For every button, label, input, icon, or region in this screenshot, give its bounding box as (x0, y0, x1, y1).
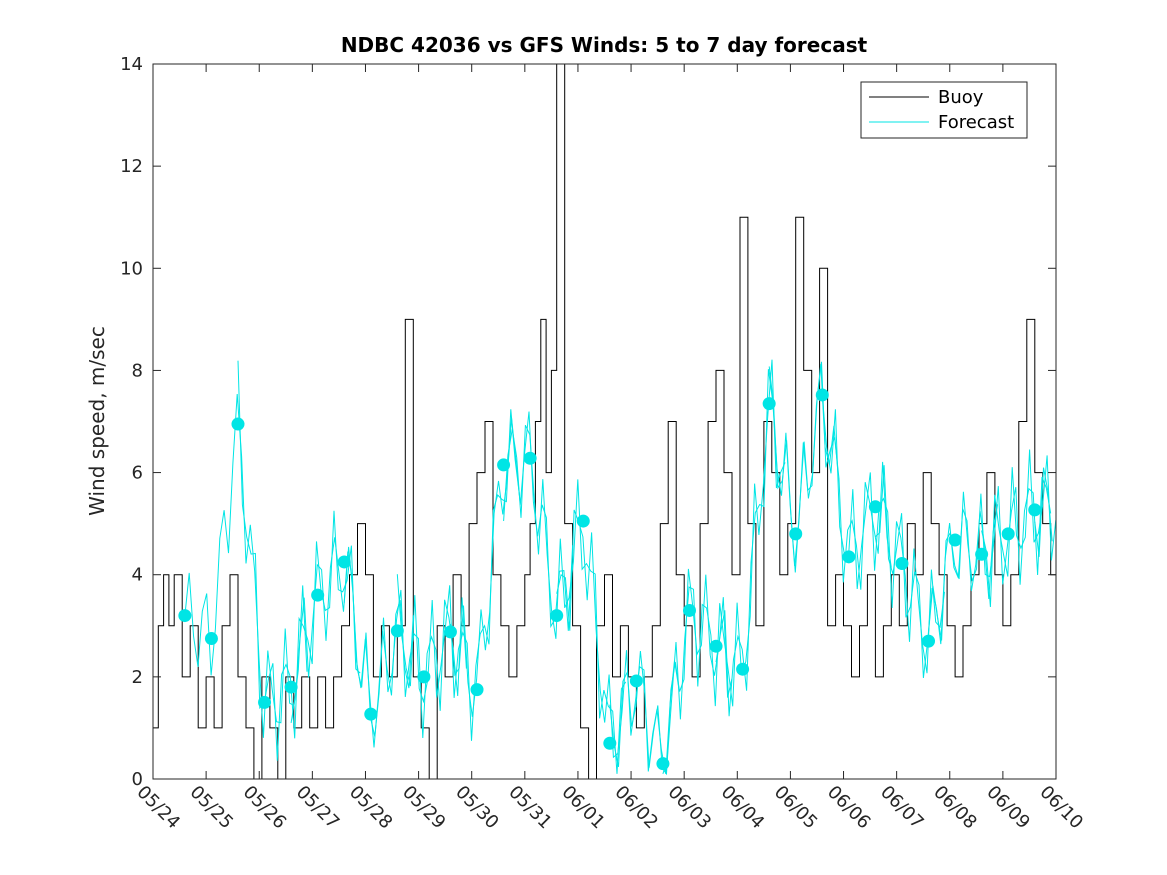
forecast-point (390, 624, 404, 638)
forecast-point (497, 458, 511, 472)
y-axis-label: Wind speed, m/sec (85, 326, 109, 516)
forecast-run-line (1034, 467, 1053, 557)
forecast-point (364, 707, 378, 721)
forecast-point (523, 451, 537, 465)
forecast-point (470, 683, 484, 697)
forecast-run-line (821, 395, 945, 674)
plot-lines (153, 63, 1057, 780)
forecast-run-line (343, 546, 467, 739)
y-tick-label: 12 (120, 156, 143, 177)
y-tick-label: 2 (132, 667, 143, 688)
forecast-point (603, 736, 617, 750)
forecast-point (1001, 527, 1015, 541)
forecast-point (762, 397, 776, 411)
forecast-point (922, 634, 936, 648)
legend-forecast-label: Forecast (938, 112, 1014, 133)
forecast-point (443, 625, 457, 639)
forecast-point (709, 639, 723, 653)
y-tick-label: 8 (132, 360, 143, 381)
y-tick-label: 6 (132, 463, 143, 484)
forecast-run-line (184, 393, 308, 738)
forecast-point (629, 674, 643, 688)
forecast-run-line (450, 411, 574, 717)
legend-buoy-label: Buoy (938, 87, 984, 108)
y-tick-label: 0 (132, 769, 143, 790)
forecast-run-line (609, 568, 733, 776)
chart-title: NDBC 42036 vs GFS Winds: 5 to 7 day fore… (341, 33, 868, 57)
y-tick-label: 4 (132, 565, 143, 586)
forecast-point (337, 555, 351, 569)
forecast-point (868, 500, 882, 514)
forecast-point (789, 527, 803, 541)
forecast-point (975, 547, 989, 561)
forecast-point (178, 609, 192, 623)
forecast-run-line (503, 424, 627, 774)
forecast-point (258, 695, 272, 709)
forecast-point (815, 388, 829, 402)
forecast-point (576, 514, 590, 528)
forecast-run-line (662, 359, 786, 775)
forecast-point (895, 556, 909, 570)
forecast-run-line (981, 449, 1057, 608)
y-tick-label: 14 (120, 54, 143, 75)
forecast-run-line (928, 476, 1052, 641)
plot-frame (152, 63, 1057, 780)
forecast-point (736, 662, 750, 676)
forecast-point (550, 609, 564, 623)
plot-points (178, 388, 1042, 771)
forecast-point (656, 757, 670, 771)
forecast-run-line (237, 360, 361, 761)
forecast-point (1028, 503, 1042, 517)
y-tick-label: 10 (120, 258, 143, 279)
legend: Buoy Forecast (860, 81, 1028, 139)
forecast-point (284, 680, 298, 694)
forecast-point (311, 588, 325, 602)
forecast-point (231, 417, 245, 431)
forecast-point (682, 603, 696, 617)
forecast-point (204, 632, 218, 646)
legend-box (860, 81, 1028, 139)
forecast-point (417, 670, 431, 684)
forecast-run-line (396, 409, 520, 741)
forecast-point (948, 533, 962, 547)
y-axis: 0 2 4 6 8 10 12 14 (120, 54, 1056, 790)
forecast-point (842, 550, 856, 564)
forecast-run-line (556, 509, 680, 774)
